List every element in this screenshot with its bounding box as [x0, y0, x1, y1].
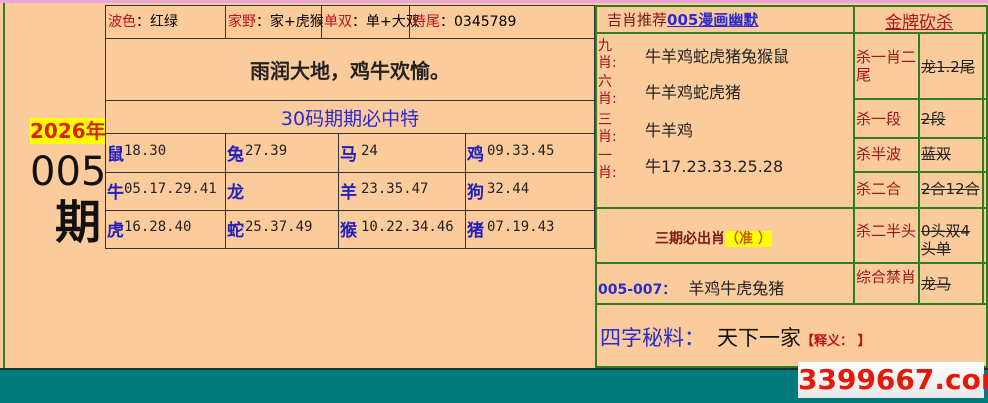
top-attr-tail: 特尾：0345789	[412, 14, 517, 30]
left-border	[3, 3, 5, 368]
zodiac-label: 羊	[340, 183, 357, 203]
secret-material: 四字秘料： 天下一家【释义： 】	[600, 326, 871, 350]
code-title: 30码期期必中特	[280, 108, 420, 130]
zodiac-label: 猴	[340, 221, 357, 241]
zodiac-numbers: 09.33.45	[487, 143, 555, 159]
range-pick: 005-007： 羊鸡牛虎兔猪	[598, 279, 785, 298]
pick-value: 牛羊鸡	[645, 121, 694, 140]
pick-label: 九肖:	[598, 38, 617, 71]
zodiac-label: 兔	[227, 145, 244, 165]
kill-value: 2合12合	[921, 180, 980, 198]
pick-label: 一肖:	[598, 148, 617, 181]
zodiac-label: 猪	[467, 221, 484, 241]
pick-label: 三肖:	[598, 112, 617, 145]
zodiac-label: 龙	[227, 183, 244, 203]
kill-value: 龙马	[921, 275, 952, 293]
zodiac-numbers: 27.39	[245, 143, 288, 159]
top-border	[0, 0, 988, 3]
pick-value: 牛羊鸡蛇虎猪	[645, 83, 742, 102]
top-attr-domestic: 家野：家+虎猴	[228, 14, 324, 30]
kill-label: 杀一段	[856, 110, 902, 128]
zodiac-label: 蛇	[227, 221, 244, 241]
kill-value: 蓝双	[921, 145, 952, 163]
main-table	[105, 5, 595, 249]
zodiac-numbers: 23.35.47	[361, 181, 429, 197]
zodiac-numbers: 10.22.34.46	[361, 219, 454, 235]
three-period: 三期必出肖（准 ）	[655, 231, 772, 247]
zodiac-numbers: 32.44	[487, 181, 530, 197]
issue-number: 005	[30, 149, 107, 195]
zodiac-label: 鸡	[467, 145, 484, 165]
right-panel	[595, 5, 988, 368]
issue-year: 2026年	[30, 118, 106, 144]
zodiac-numbers: 05.17.29.41	[124, 181, 217, 197]
pick-value: 牛羊鸡蛇虎猪兔猴鼠	[645, 47, 790, 66]
zodiac-label: 虎	[107, 221, 124, 241]
zodiac-numbers: 18.30	[124, 143, 167, 159]
kill-label: 杀二合	[856, 180, 902, 198]
recommend-header: 吉肖推荐005漫画幽默	[607, 11, 759, 29]
zodiac-label: 鼠	[107, 145, 124, 165]
zodiac-numbers: 24	[361, 143, 378, 159]
top-attr-wave: 波色：红绿	[108, 14, 178, 30]
top-attr-oddeven: 单双：单+大双	[324, 14, 420, 30]
kill-value: 2段	[921, 110, 946, 128]
pick-value: 牛17.23.33.25.28	[645, 157, 784, 176]
issue-suffix: 期	[55, 195, 101, 249]
kill-label: 综合禁肖	[856, 268, 917, 286]
zodiac-label: 狗	[467, 183, 484, 203]
zodiac-numbers: 25.37.49	[245, 219, 313, 235]
kill-label: 杀二半头	[856, 222, 917, 240]
zodiac-label: 马	[340, 145, 357, 165]
kill-title: 金牌砍杀	[885, 13, 953, 33]
zodiac-numbers: 16.28.40	[124, 219, 192, 235]
zodiac-numbers: 07.19.43	[487, 219, 555, 235]
kill-label: 杀半波	[856, 145, 902, 163]
recommend-link[interactable]: 005漫画幽默	[667, 11, 759, 29]
zodiac-label: 牛	[107, 183, 124, 203]
pick-label: 六肖:	[598, 74, 617, 107]
kill-label: 杀一肖二尾	[856, 48, 917, 84]
watermark: 3399667.com	[798, 362, 988, 398]
kill-value: 0头双4头单	[921, 222, 971, 258]
slogan: 雨润大地，鸡牛欢愉。	[250, 59, 450, 83]
kill-value: 龙1.2尾	[921, 58, 975, 76]
